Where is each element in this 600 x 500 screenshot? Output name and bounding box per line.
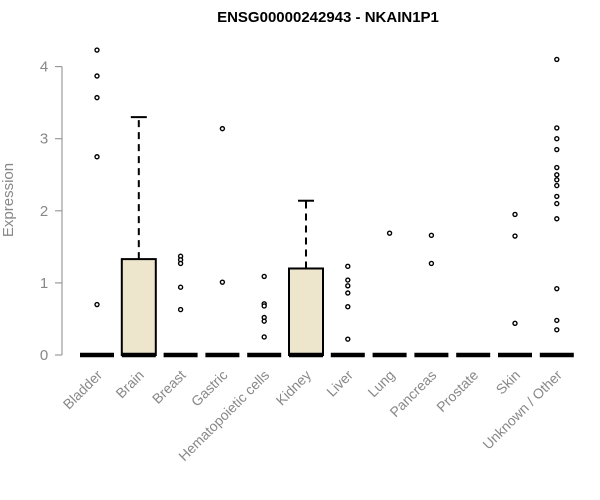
outlier-point [219, 125, 226, 132]
box-group [247, 273, 282, 358]
outlier-point [512, 211, 518, 218]
outlier-point [554, 327, 560, 333]
outlier-point [94, 301, 100, 308]
x-tick-label: Skin [493, 367, 524, 398]
box-group [163, 253, 198, 358]
x-tick-label: Brain [112, 367, 146, 401]
box-group [539, 56, 574, 358]
outlier-point [428, 232, 435, 239]
chart-title: ENSG00000242943 - NKAIN1P1 [217, 9, 439, 26]
x-tick-label: Breast [149, 367, 189, 407]
outlier-point [94, 47, 100, 53]
y-tick-label: 4 [40, 59, 48, 76]
x-tick-label: Bladder [60, 367, 106, 413]
outlier-point [177, 284, 184, 290]
outlier-point [177, 306, 184, 313]
box-group [205, 125, 240, 358]
outlier-point [554, 285, 560, 292]
y-tick-label: 0 [40, 347, 48, 364]
outlier-point [261, 318, 267, 324]
outlier-point [261, 334, 267, 340]
x-tick-label: Lung [364, 367, 397, 400]
outlier-point [554, 136, 560, 142]
outlier-point [512, 233, 518, 239]
box-group [330, 263, 365, 358]
outlier-point [345, 290, 351, 296]
outlier-point [261, 273, 267, 280]
outlier-point [428, 260, 435, 267]
x-tick-label: Prostate [433, 367, 481, 415]
y-axis-label: Expression [0, 163, 17, 237]
outlier-point [345, 263, 351, 270]
box-group [80, 47, 114, 358]
y-axis: 0 1 2 3 4 [40, 59, 63, 364]
y-tick-label: 2 [40, 203, 48, 220]
outlier-point [94, 94, 100, 101]
box-group [372, 230, 407, 358]
outlier-point [554, 200, 560, 207]
x-tick-label: Kidney [273, 367, 315, 409]
plot-area [80, 47, 574, 358]
outlier-point [94, 73, 100, 79]
x-tick-label: Unknown / Other [479, 367, 565, 453]
y-tick-label: 3 [40, 131, 48, 148]
x-tick-label: Liver [323, 367, 356, 400]
outlier-point [554, 56, 560, 63]
outlier-point [554, 177, 560, 183]
outlier-point [345, 277, 351, 283]
outlier-point [554, 182, 560, 189]
outlier-point [554, 193, 560, 200]
box-group [120, 116, 157, 358]
box-group [288, 199, 324, 358]
outlier-point [554, 125, 560, 131]
box-iqr [120, 258, 157, 356]
outlier-point [261, 303, 267, 309]
box-iqr [288, 267, 324, 356]
outlier-point [177, 260, 184, 267]
outlier-point [554, 146, 560, 153]
outlier-point [554, 317, 560, 324]
outlier-point [386, 230, 393, 236]
outlier-point [345, 303, 351, 310]
box-group [498, 211, 532, 358]
outlier-point [94, 154, 100, 160]
outlier-point [512, 320, 518, 326]
outlier-point [219, 279, 226, 285]
outlier-point [554, 172, 560, 178]
outlier-point [554, 164, 560, 171]
box-group [414, 232, 449, 358]
outlier-point [345, 336, 351, 342]
y-tick-label: 1 [40, 275, 48, 292]
outlier-point [345, 283, 351, 289]
outlier-point [554, 216, 560, 222]
